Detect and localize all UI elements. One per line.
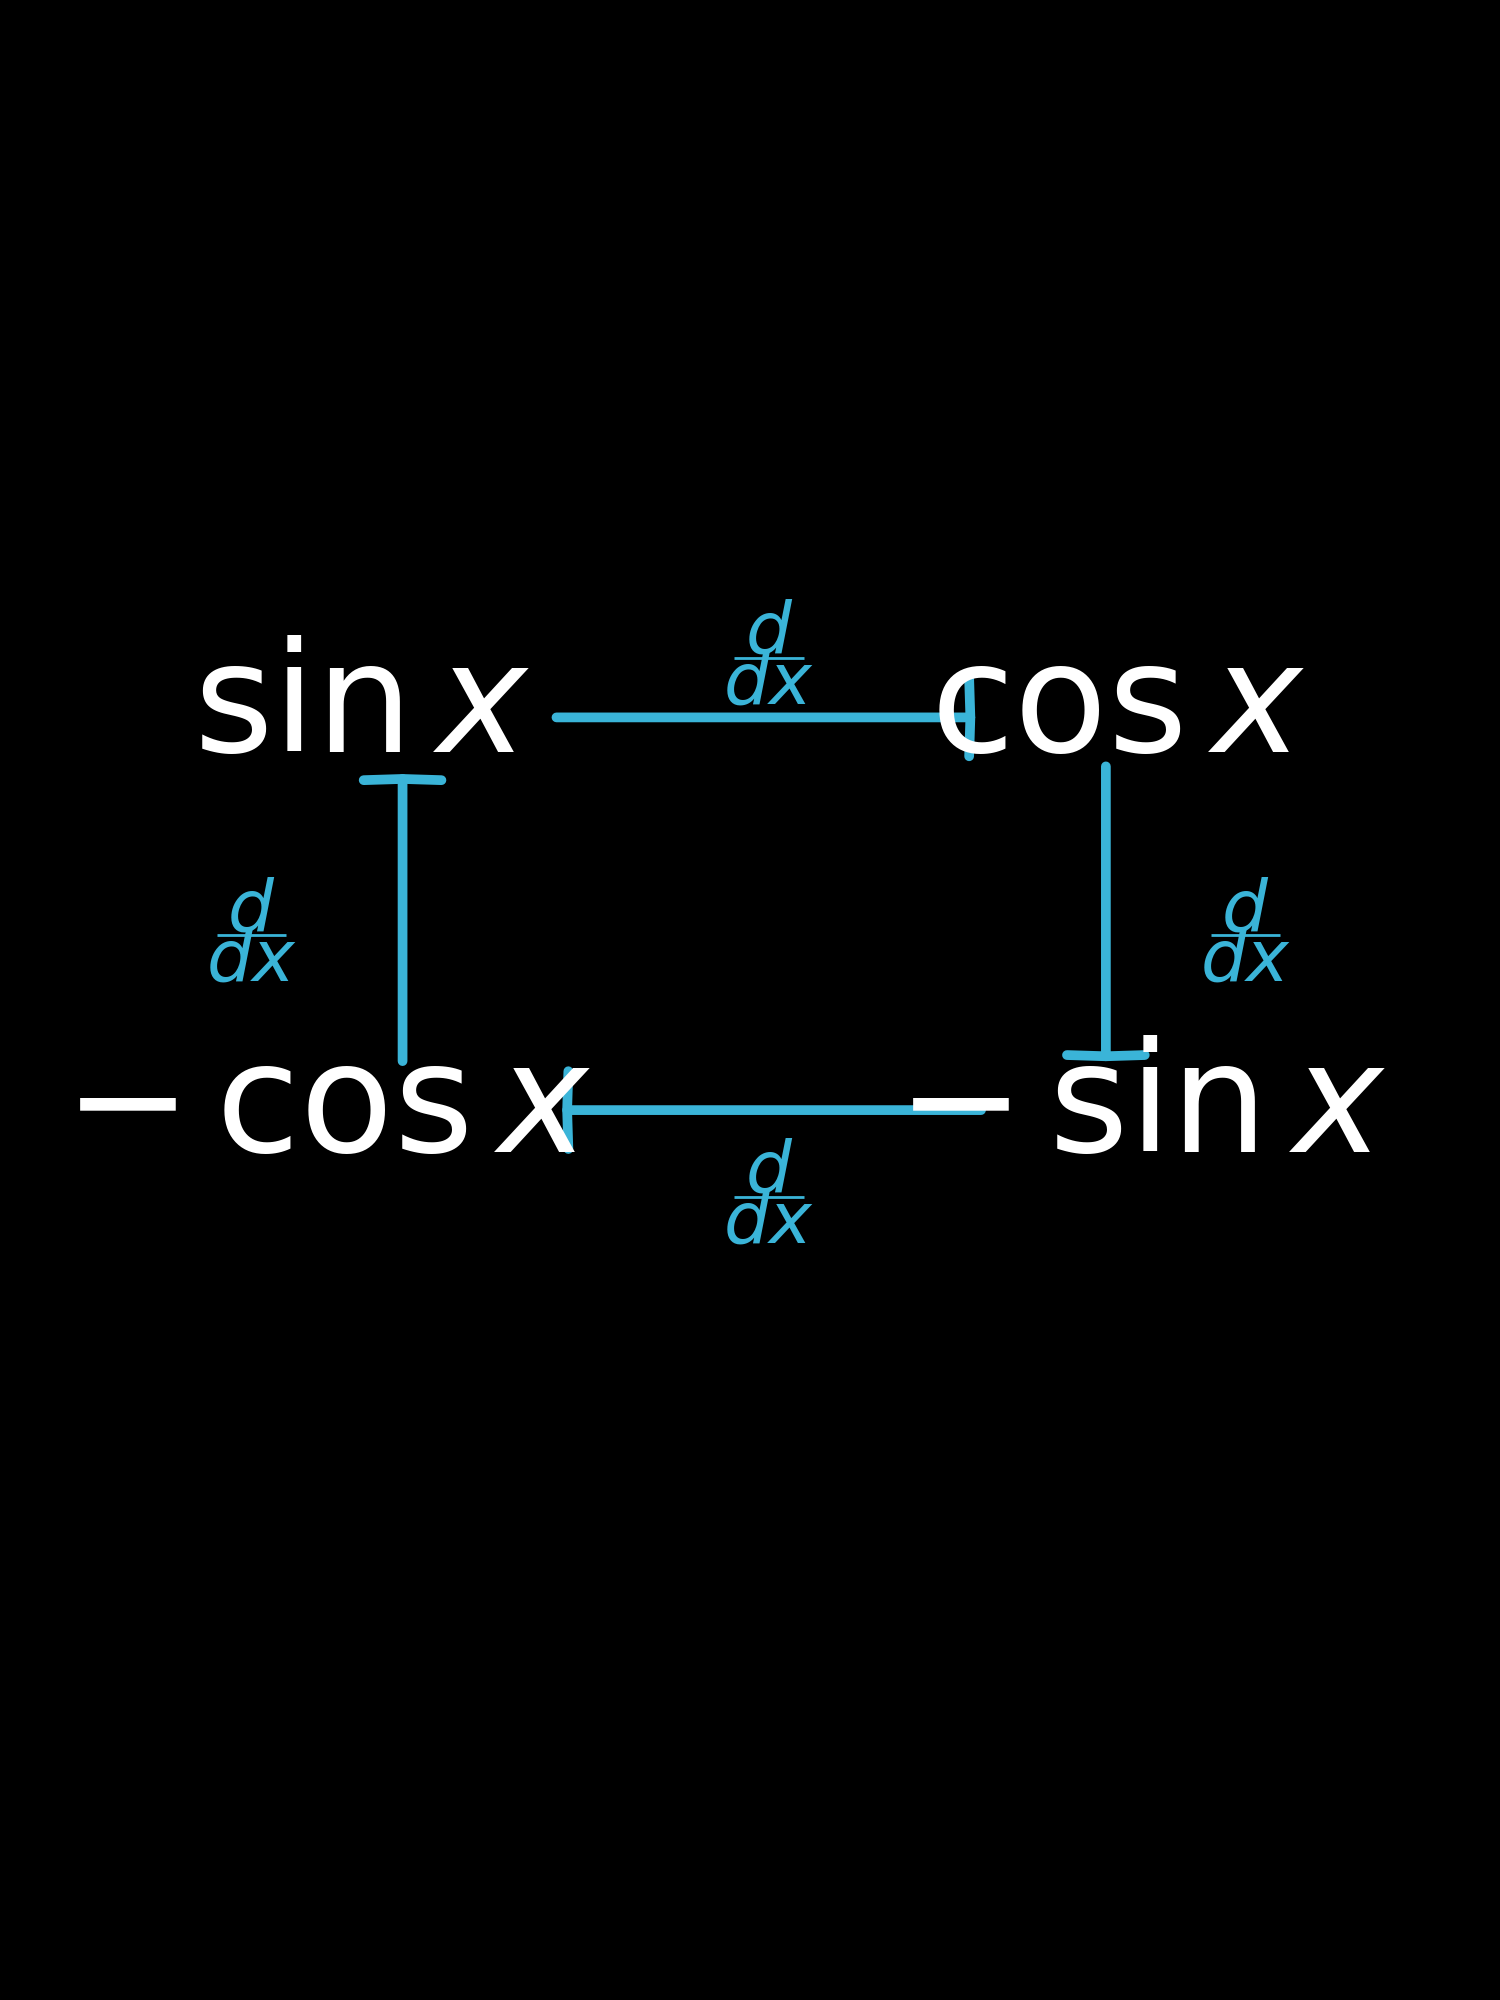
Text: $dx$: $dx$ <box>206 926 297 996</box>
Text: $-\,\mathrm{cos}\,\mathit{x}$: $-\,\mathrm{cos}\,\mathit{x}$ <box>63 1036 591 1184</box>
Text: $d$: $d$ <box>744 1136 794 1206</box>
Text: $d$: $d$ <box>1221 874 1269 946</box>
Text: $\mathrm{cos}\,\mathit{x}$: $\mathrm{cos}\,\mathit{x}$ <box>930 636 1305 784</box>
Text: $-\,\mathrm{sin}\,\mathit{x}$: $-\,\mathrm{sin}\,\mathit{x}$ <box>896 1036 1386 1184</box>
Text: $dx$: $dx$ <box>723 1188 815 1258</box>
Text: $\mathrm{sin}\,\mathit{x}$: $\mathrm{sin}\,\mathit{x}$ <box>194 636 531 784</box>
Text: $d$: $d$ <box>228 874 276 946</box>
Text: $dx$: $dx$ <box>1200 926 1292 996</box>
Text: $d$: $d$ <box>744 598 794 668</box>
Text: $dx$: $dx$ <box>723 648 815 718</box>
